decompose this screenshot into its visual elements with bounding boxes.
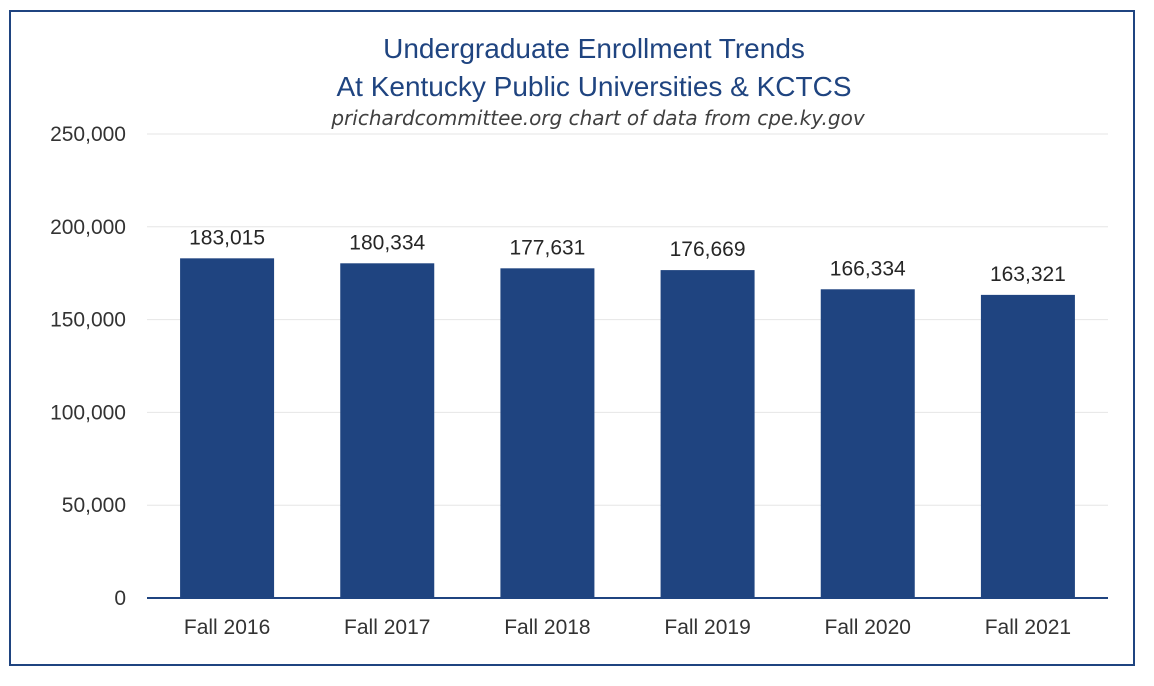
y-axis-ticks: 0 50,000 100,000 150,000 200,000 250,000 (50, 123, 126, 610)
data-labels: 183,015 180,334 177,631 176,669 166,334 163,3… (189, 226, 1066, 286)
y-tick-label: 0 (114, 587, 126, 610)
bar-1 (180, 258, 275, 598)
x-tick-label: Fall 2020 (825, 616, 911, 639)
y-tick-label: 50,000 (62, 494, 126, 517)
x-tick-label: Fall 2021 (985, 616, 1071, 639)
y-tick-label: 200,000 (50, 216, 126, 239)
data-label: 176,669 (670, 238, 746, 261)
bar-3 (500, 268, 595, 598)
x-axis-ticks: Fall 2016 Fall 2017 Fall 2018 Fall 2019 Fall… (184, 616, 1071, 639)
bar-6 (980, 294, 1075, 598)
data-label: 163,321 (990, 263, 1066, 286)
y-tick-label: 150,000 (50, 309, 126, 332)
chart-title-line-1: Undergraduate Enrollment Trends (383, 33, 805, 64)
y-tick-label: 250,000 (50, 123, 126, 146)
x-tick-label: Fall 2019 (664, 616, 750, 639)
bar-4 (660, 270, 755, 598)
gridlines (147, 133, 1108, 506)
data-label: 183,015 (189, 226, 265, 249)
y-tick-label: 100,000 (50, 401, 126, 424)
data-label: 180,334 (349, 231, 425, 254)
bar-2 (340, 263, 435, 598)
x-tick-label: Fall 2016 (184, 616, 270, 639)
chart-title-line-2: At Kentucky Public Universities & KCTCS (336, 71, 851, 102)
x-tick-label: Fall 2017 (344, 616, 430, 639)
bar-5 (820, 289, 915, 598)
data-label: 177,631 (509, 236, 585, 259)
data-label: 166,334 (830, 257, 906, 280)
chart-subtitle: prichardcommittee.org chart of data from… (330, 106, 865, 130)
chart-frame (9, 10, 1135, 666)
x-tick-label: Fall 2018 (504, 616, 590, 639)
bars (180, 258, 1075, 598)
